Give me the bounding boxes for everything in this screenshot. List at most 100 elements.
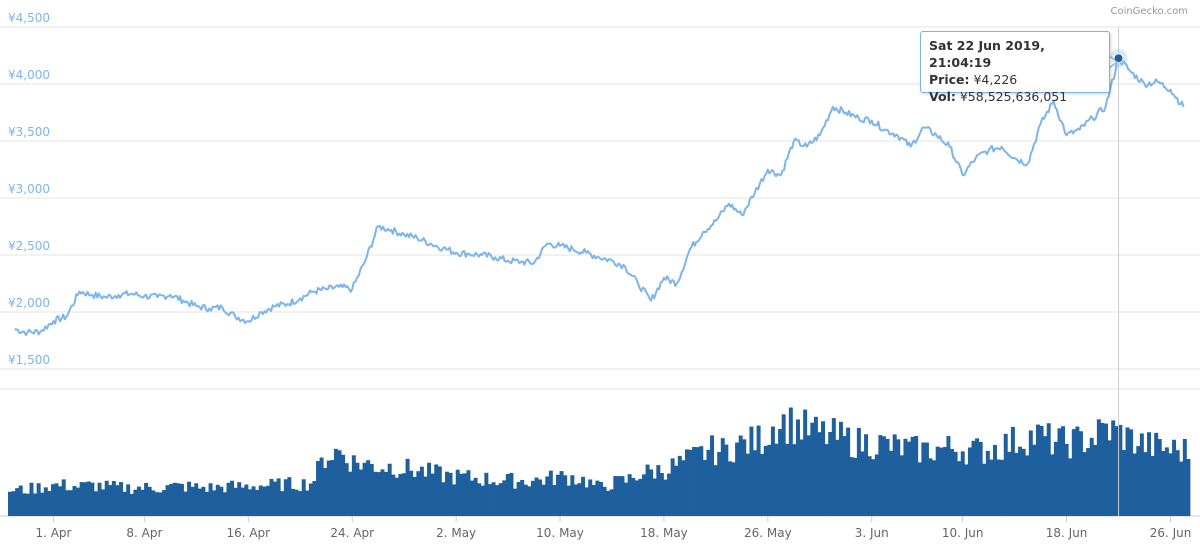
volume-bar [308,483,313,516]
volume-bar [545,476,550,516]
volume-bar [1172,439,1177,516]
volume-bar [849,457,854,516]
volume-bar [466,470,471,516]
volume-bar [226,482,231,516]
volume-bar [778,429,783,516]
volume-bar [8,491,12,516]
tooltip-vol-value: ¥58,525,636,051 [959,89,1068,104]
volume-bar [688,449,693,516]
volume-bar [663,479,668,516]
volume-bar [631,477,636,516]
volume-bar [244,484,249,516]
volume-bar [982,463,987,516]
volume-bar [247,489,252,516]
x-tick-label: 1. Apr [35,526,71,540]
x-tick-label: 10. Jun [942,526,984,540]
volume-bar [269,478,274,516]
volume-bar [692,446,697,516]
volume-bar [330,459,335,516]
volume-bar [369,464,374,516]
volume-bar [111,480,116,516]
volume-bar [967,447,972,516]
volume-bar [853,457,858,516]
volume-bar [36,483,41,516]
volume-bar [1000,459,1005,516]
volume-bar [1021,448,1026,516]
volume-bar [867,456,872,516]
volume-bar [846,427,851,516]
volume-bar [122,491,127,516]
volume-bar [233,487,238,516]
volume-bar [90,482,95,516]
volume-bar [470,480,475,516]
volume-bar [656,465,661,516]
volume-bar [162,490,166,516]
volume-bar [1139,433,1144,516]
volume-bar [104,480,109,516]
volume-bar [1032,444,1037,516]
volume-bar [817,432,822,516]
volume-bar [448,472,453,516]
volume-bar [298,491,303,516]
volume-bar [509,473,514,516]
volume-bar [1118,424,1123,516]
volume-bar [54,483,59,516]
volume-bar [821,421,826,516]
volume-bar [129,493,134,516]
tooltip-arrow-inner [1108,56,1116,68]
volume-bar [462,473,467,516]
x-tick-label: 26. May [744,526,792,540]
volume-bar [1096,419,1101,516]
volume-bar [273,481,278,516]
volume-bar [953,451,958,516]
volume-bar [144,482,149,516]
volume-bar [584,487,589,516]
volume-bar [197,488,202,516]
volume-bar [924,442,929,516]
volume-bar [419,466,424,516]
volume-bar [1132,453,1137,516]
volume-bar [1168,453,1173,516]
volume-bar [917,462,922,516]
volume-bar [423,476,428,516]
volume-bar [735,442,740,516]
volume-bar [523,484,528,516]
volume-bar [290,488,295,516]
volume-bar [326,460,331,516]
volume-bar [624,482,629,516]
volume-bar [101,489,106,516]
volume-bar [43,487,48,516]
volume-bar [455,469,460,516]
x-tick-label: 8. Apr [126,526,162,540]
volume-bar [29,482,34,516]
volume-bar [1050,454,1055,516]
volume-bar [516,481,521,516]
volume-bar [25,493,30,516]
volume-bar [61,479,66,516]
volume-bar [230,480,235,516]
credit-label[interactable]: CoinGecko.com [1110,6,1188,17]
y-tick-label: ¥2,000 [8,296,50,310]
volume-bar [1075,426,1080,516]
volume-bar [33,493,38,516]
volume-bar [115,485,120,516]
volume-bar [1025,455,1030,516]
tooltip-price-label: Price: [929,72,970,87]
volume-bar [380,469,385,516]
volume-bar [1068,458,1073,516]
volume-bar [1186,458,1191,516]
volume-bar [570,475,575,516]
volume-bar [119,482,124,516]
volume-bar [79,482,84,516]
volume-bar [412,476,417,516]
volume-bar [280,491,285,516]
volume-bar [681,460,686,516]
volume-bar [337,450,342,516]
volume-bar [341,454,346,516]
volume-bar [899,455,904,516]
volume-bar [165,485,170,516]
volume-bar [1107,440,1112,516]
volume-bar [190,486,195,516]
